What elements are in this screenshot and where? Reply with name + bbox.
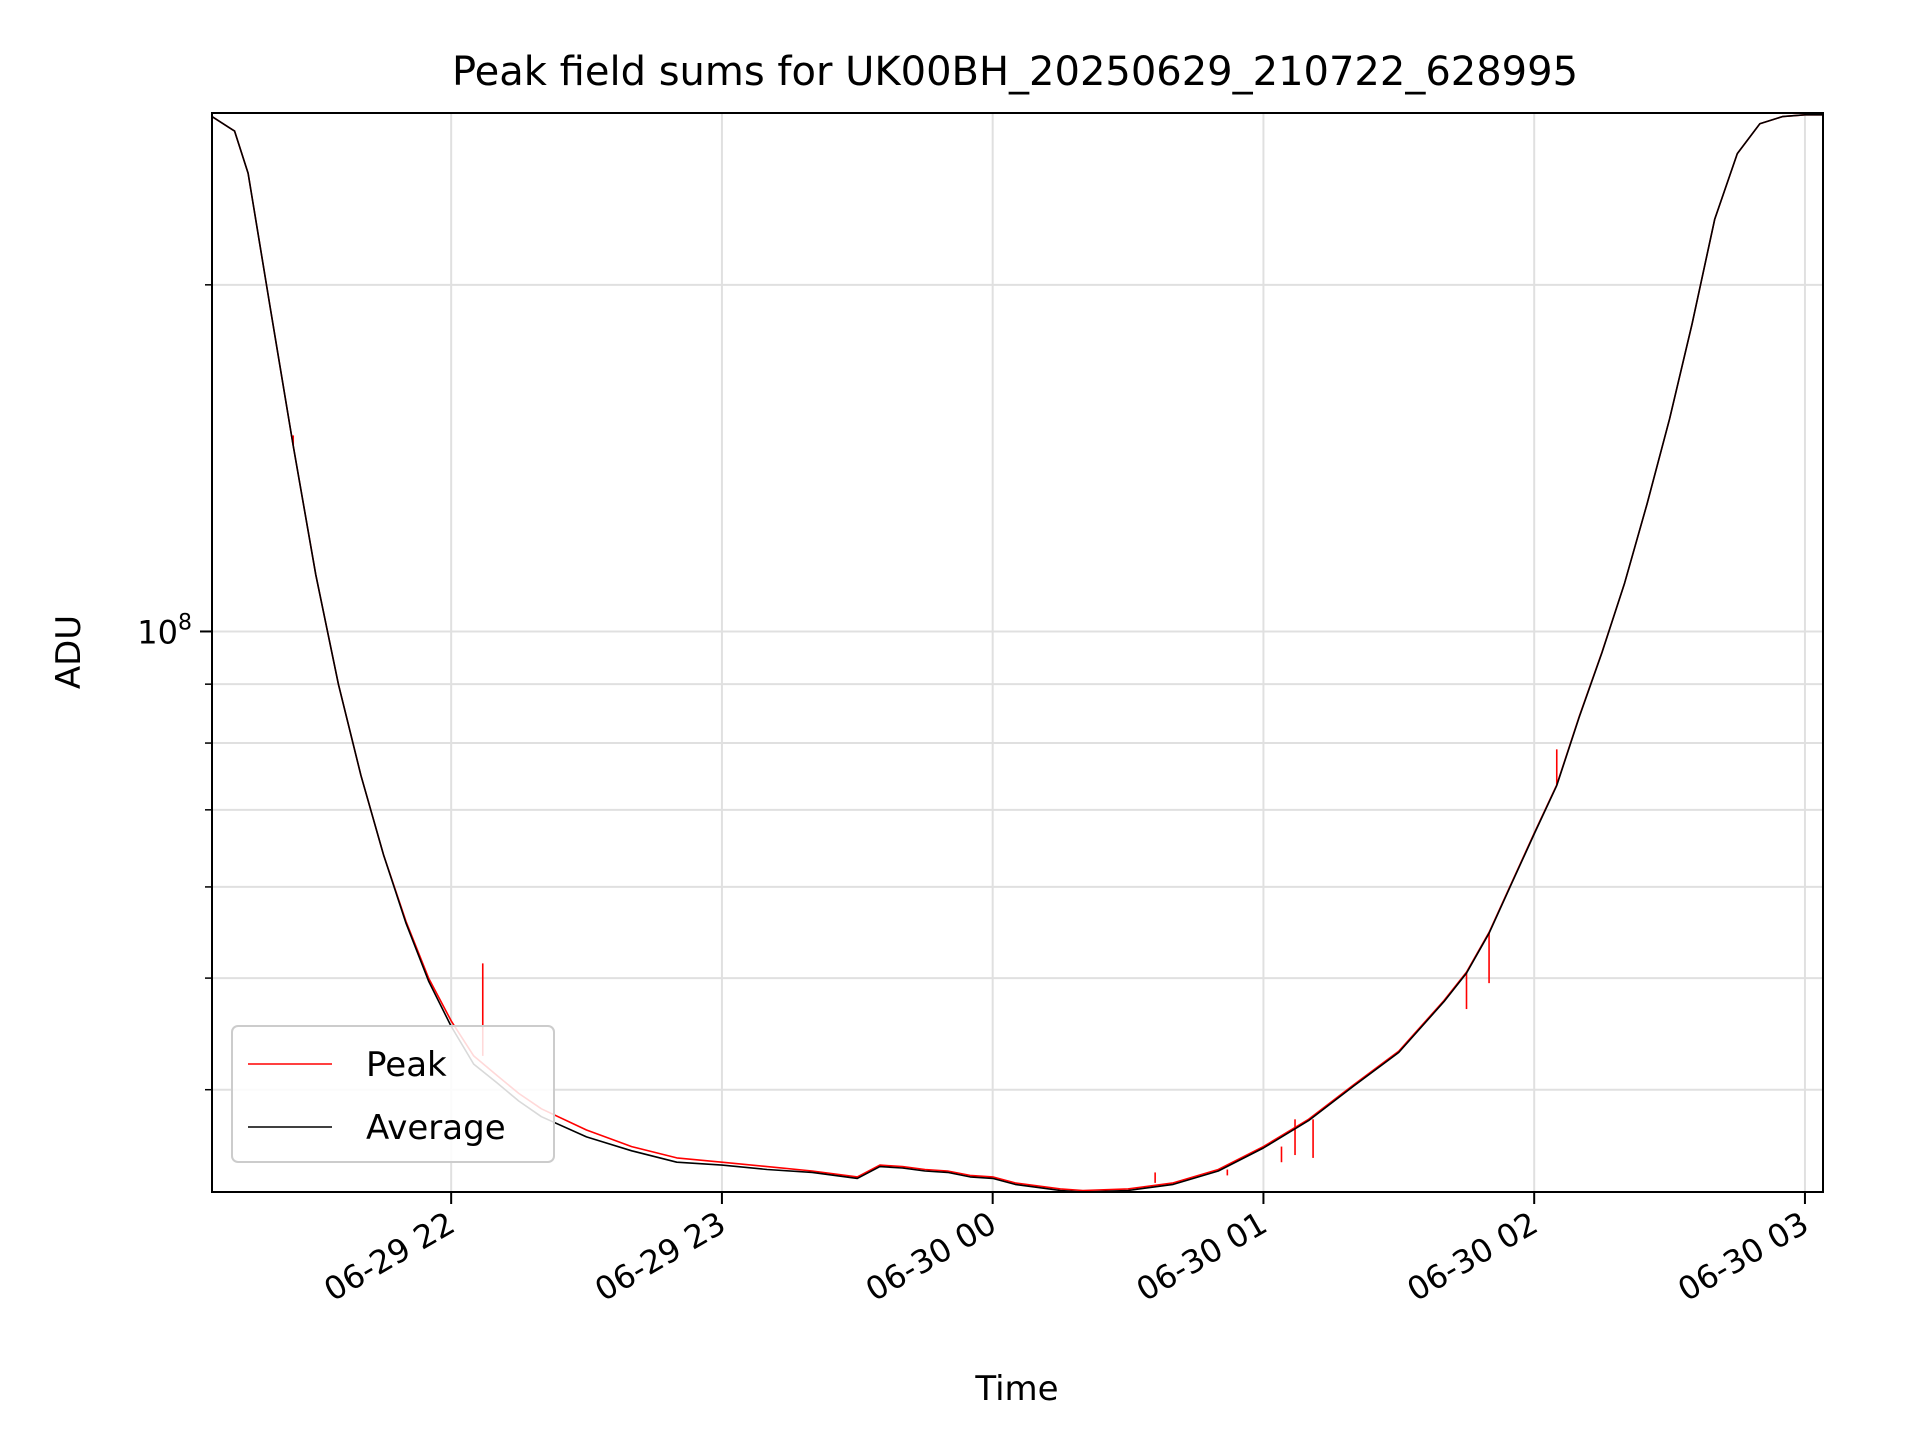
grid [212,113,1823,1192]
series-line-average [212,114,1823,1192]
y-tick-label: 108 [137,610,192,651]
x-axis-label: Time [974,1369,1058,1409]
legend-label-average: Average [366,1108,506,1148]
legend: Peak Average [231,1025,555,1163]
legend-label-peak: Peak [366,1045,447,1085]
chart-title: Peak field sums for UK00BH_20250629_2107… [452,49,1578,95]
y-axis-ticks: 108 [137,284,212,1091]
legend-box [231,1025,555,1163]
series-layer [212,114,1823,1192]
y-axis-label: ADU [49,615,89,689]
plot-frame [211,112,1824,1193]
